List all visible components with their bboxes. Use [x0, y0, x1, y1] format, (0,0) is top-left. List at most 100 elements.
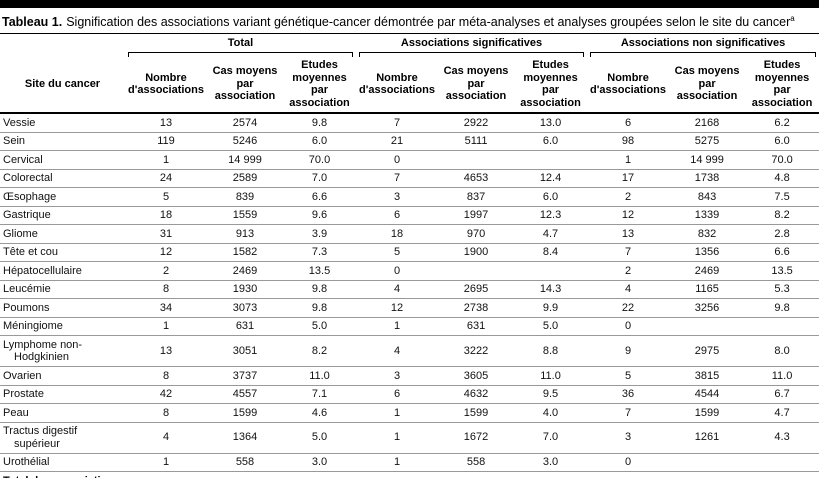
value-cell: 36 [587, 384, 670, 404]
table-row: Œsophage 5 839 6.6 3 837 6.0 2 843 7.5 [0, 187, 819, 207]
value-cell: 13.5 [745, 261, 819, 281]
column-group-total: Total [125, 34, 356, 58]
table-row: Vessie 13 2574 9.8 7 2922 13.0 6 2168 6.2 [0, 113, 819, 132]
value-cell: 6.0 [514, 131, 588, 151]
group-bracket [128, 52, 354, 58]
subcolumn-header-nombre: Nombre d'associations [356, 57, 439, 115]
value-cell: 2922 [463, 116, 489, 129]
value-cell: 7.1 [283, 384, 357, 404]
value-cell: 1 [356, 403, 439, 423]
column-group-significatives: Associations significatives [356, 34, 587, 58]
site-label: Colorectal [0, 168, 125, 188]
value-cell: 9.6 [283, 205, 357, 225]
group-bracket [590, 52, 817, 58]
table-row: Tête et cou 12 1582 7.3 5 1900 8.4 7 1356 6.6 [0, 242, 819, 262]
value-cell: 21 [356, 131, 439, 151]
value-cell: 4557 [207, 384, 283, 404]
value-cell: 2 [587, 261, 670, 281]
value-cell: 9 [587, 335, 670, 367]
value-cell: 5.0 [283, 316, 357, 336]
value-cell: 6.8 [745, 471, 819, 478]
value-cell: 4 [587, 279, 670, 299]
title-footnote-marker: a [790, 14, 795, 23]
value-cell: 631 [207, 316, 283, 336]
value-cell: 1599 [438, 403, 515, 423]
group-spacer [0, 34, 125, 57]
value-cell: 9.8 [745, 298, 819, 318]
value-cell: 3014 [438, 471, 515, 478]
table-top-rule [0, 0, 819, 8]
value-cell: 8.0 [745, 335, 819, 367]
value-cell: 12 [125, 242, 207, 262]
value-cell: 11.0 [745, 366, 819, 386]
site-label: Ovarien [0, 366, 125, 386]
value-cell: 1559 [207, 205, 283, 225]
value-cell: 6 [356, 384, 439, 404]
site-label: Leucémie [0, 279, 125, 299]
value-cell: 7.0 [283, 168, 357, 188]
table-row: Peau 8 1599 4.6 1 1599 4.0 7 1599 4.7 [0, 403, 819, 423]
site-label: Gastrique [0, 205, 125, 225]
value-cell: 1738 [669, 168, 746, 188]
group-label-total: Total [227, 37, 254, 50]
value-cell: 837 [438, 187, 515, 207]
value-cell: 5.0 [283, 421, 357, 454]
value-cell: 119 [125, 131, 207, 151]
value-cell: 2 [587, 187, 670, 207]
site-label: Tractus digestif supérieur [0, 421, 125, 454]
value-cell [745, 452, 819, 472]
value-cell: 558 [207, 452, 283, 472]
site-label: Prostate [0, 384, 125, 404]
site-label: Poumons [0, 298, 125, 318]
value-cell: 100 [356, 471, 439, 478]
value-cell: 344 [125, 471, 207, 478]
value-cell [438, 261, 515, 281]
site-label: Lymphome non-Hodgkinien [0, 335, 125, 367]
value-cell: 2 [125, 261, 207, 281]
site-label: Cervical [0, 150, 125, 170]
value-cell: 7.0 [514, 421, 588, 454]
table-row: Cervical 1 14 999 70.0 0 1 14 999 70.0 [0, 150, 819, 170]
group-label-significatives: Associations significatives [400, 37, 543, 50]
value-cell: 1356 [669, 242, 746, 262]
site-label: Gliome [0, 224, 125, 244]
value-cell: 4.8 [745, 168, 819, 188]
value-cell: 2738 [438, 298, 515, 318]
value-cell: 24 [125, 168, 207, 188]
value-cell: 970 [438, 224, 515, 244]
table-row: Colorectal 24 2589 7.0 7 4653 12.4 17 1738 4.8 [0, 168, 819, 188]
table-row: Gastrique 18 1559 9.6 6 1997 12.3 12 1339 8.2 [0, 205, 819, 225]
value-cell: 11.0 [283, 366, 357, 386]
site-label: Sein [0, 131, 125, 151]
value-cell: 5 [587, 366, 670, 386]
value-cell: 7.3 [283, 471, 357, 478]
value-cell: 3.0 [514, 452, 588, 472]
value-cell: 70.0 [283, 150, 357, 170]
value-cell: 843 [669, 187, 746, 207]
value-cell: 31 [125, 224, 207, 244]
value-cell: 6.7 [745, 384, 819, 404]
value-cell: 6.0 [514, 187, 588, 207]
value-cell: 839 [207, 187, 283, 207]
table-row: Hépatocellulaire 2 2469 13.5 0 2 2469 13.5 [0, 261, 819, 281]
site-label: Total des associations et moyenne global… [0, 471, 125, 478]
value-cell [745, 316, 819, 336]
value-cell: 631 [438, 316, 515, 336]
value-cell: 1261 [669, 421, 746, 454]
value-cell: 0 [587, 316, 670, 336]
column-group-non-significatives: Associations non significatives [587, 34, 819, 58]
value-cell: 558 [438, 452, 515, 472]
value-cell: 0 [356, 261, 439, 281]
value-cell: 2574 [232, 116, 258, 129]
value-cell: 12.4 [514, 168, 588, 188]
value-cell: 7 [393, 116, 401, 129]
value-cell [669, 316, 746, 336]
value-cell [514, 261, 588, 281]
value-cell: 4.7 [745, 403, 819, 423]
subcolumn-header-etudes: Etudes moyennes par association [283, 57, 357, 115]
value-cell: 8.2 [745, 205, 819, 225]
value-cell: 3551 [207, 471, 283, 478]
value-cell: 3 [356, 366, 439, 386]
value-cell: 4 [356, 335, 439, 367]
